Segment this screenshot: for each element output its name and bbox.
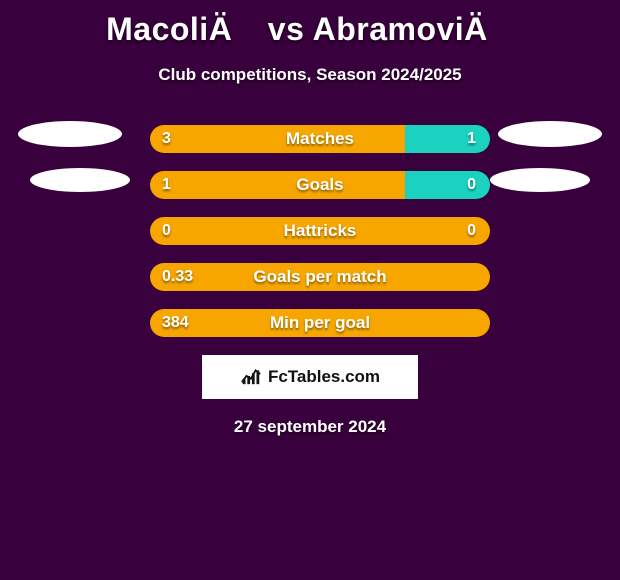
ellipse-left-icon bbox=[18, 121, 122, 147]
ellipse-right-icon bbox=[498, 121, 602, 147]
stat-bar bbox=[150, 263, 490, 291]
stat-row: Min per goal384 bbox=[10, 309, 610, 337]
brand-logo-icon bbox=[240, 364, 262, 391]
stat-row: Goals per match0.33 bbox=[10, 263, 610, 291]
stat-bar-left bbox=[150, 217, 490, 245]
stat-bar-left bbox=[150, 263, 490, 291]
stat-row: Matches31 bbox=[10, 125, 610, 153]
stats-container: Matches31 Goals10 Hattricks00 Goals per mat… bbox=[0, 125, 620, 337]
stat-bar bbox=[150, 125, 490, 153]
ellipse-left-icon bbox=[30, 168, 130, 192]
page-subtitle: Club competitions, Season 2024/2025 bbox=[0, 65, 620, 85]
stat-bar bbox=[150, 217, 490, 245]
stat-bar bbox=[150, 171, 490, 199]
brand-box[interactable]: FcTables.com bbox=[202, 355, 418, 399]
stat-bar-left bbox=[150, 171, 405, 199]
stat-bar bbox=[150, 309, 490, 337]
brand-label: FcTables.com bbox=[268, 367, 380, 387]
stat-bar-right bbox=[405, 125, 490, 153]
stat-bar-right bbox=[405, 171, 490, 199]
date-label: 27 september 2024 bbox=[0, 417, 620, 437]
stat-row: Hattricks00 bbox=[10, 217, 610, 245]
stat-bar-left bbox=[150, 125, 405, 153]
ellipse-right-icon bbox=[490, 168, 590, 192]
page-title: MacoliÄ vs AbramoviÄ bbox=[0, 0, 620, 51]
stat-bar-left bbox=[150, 309, 490, 337]
stat-row: Goals10 bbox=[10, 171, 610, 199]
